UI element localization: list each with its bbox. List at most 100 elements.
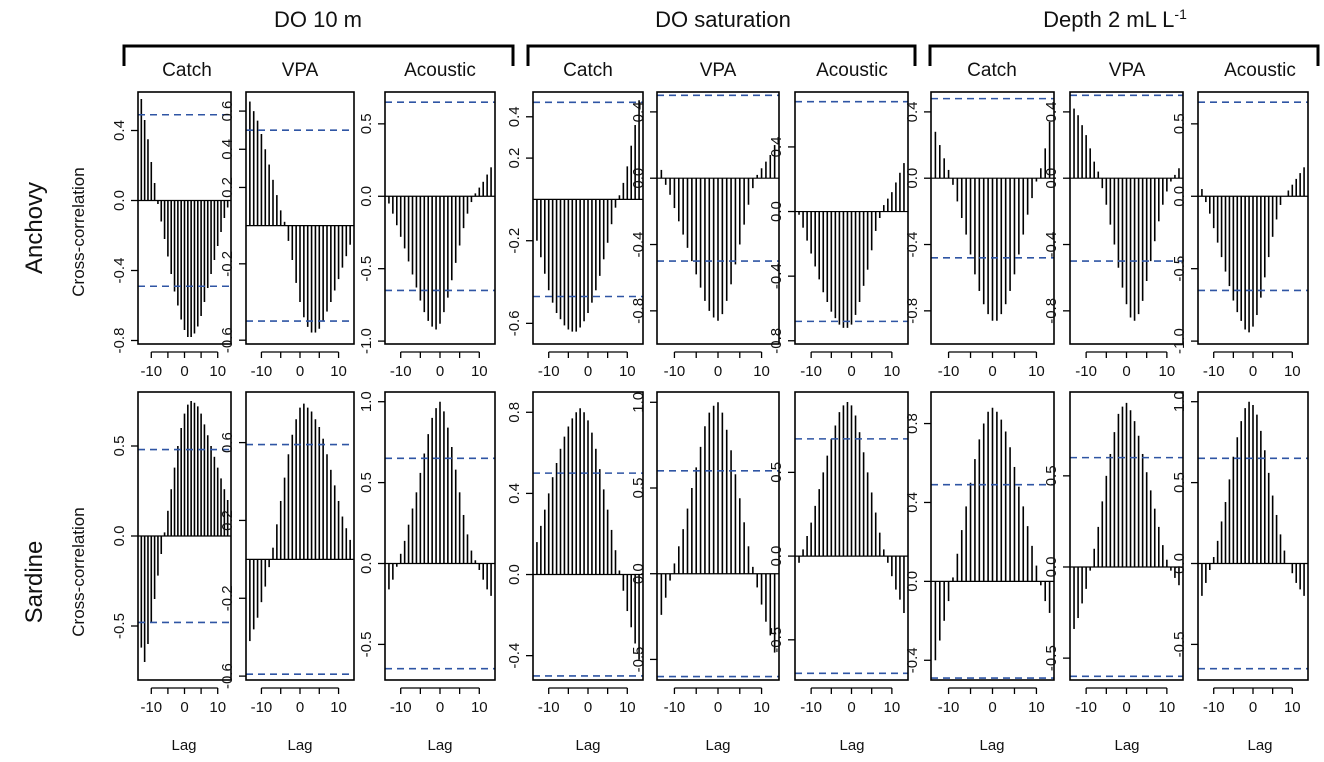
y-tick-label: 0.0 bbox=[1171, 553, 1188, 574]
x-tick-label: -10 bbox=[140, 699, 162, 716]
x-tick-label: 0 bbox=[1122, 699, 1130, 716]
plot-frame bbox=[1069, 91, 1184, 345]
x-axis-label: Lag bbox=[287, 737, 312, 754]
y-tick-label: -0.4 bbox=[506, 643, 523, 669]
y-tick-label: 0.0 bbox=[1171, 186, 1188, 207]
x-tick-label: 0 bbox=[180, 699, 188, 716]
panel-sardine-depth-2-ml-l-1-vpa: 0.5 0.0 -0.5 -10 0 10 bbox=[1043, 391, 1184, 716]
y-tick-label: -0.4 bbox=[111, 258, 128, 284]
panel-anchovy-depth-2-ml-l-1-catch: 0.4 0.0 -0.4 -0.8 -10 0 10 bbox=[904, 91, 1055, 380]
x-tick-label: -10 bbox=[1075, 699, 1097, 716]
y-tick-label: 0.0 bbox=[630, 563, 647, 584]
x-tick-label: 10 bbox=[884, 363, 901, 380]
y-tick-label: -0.8 bbox=[630, 298, 647, 324]
x-axis-label: Lag bbox=[575, 737, 600, 754]
y-tick-label: 0.8 bbox=[904, 413, 921, 434]
y-tick-label: 0.0 bbox=[111, 190, 128, 211]
y-tick-label: -0.5 bbox=[768, 627, 785, 653]
y-tick-label: -0.8 bbox=[904, 298, 921, 324]
plot-frame bbox=[656, 391, 780, 681]
plot-frame bbox=[794, 391, 909, 681]
y-tick-label: -0.4 bbox=[904, 647, 921, 673]
y-tick-label: 1.0 bbox=[630, 392, 647, 413]
x-tick-label: 10 bbox=[753, 363, 770, 380]
panel-title: Acoustic bbox=[1224, 60, 1296, 81]
y-tick-label: 1.0 bbox=[358, 391, 375, 412]
y-tick-label: 0.5 bbox=[630, 478, 647, 499]
plot-frame bbox=[384, 391, 496, 681]
x-tick-label: -10 bbox=[538, 699, 560, 716]
y-tick-label: 0.4 bbox=[904, 101, 921, 122]
plot-frame bbox=[1197, 391, 1309, 681]
y-tick-label: 0.5 bbox=[1171, 113, 1188, 134]
y-tick-label: 0.2 bbox=[219, 177, 236, 198]
x-tick-label: 0 bbox=[1122, 363, 1130, 380]
y-tick-label: 0.6 bbox=[219, 101, 236, 122]
y-tick-label: 0.4 bbox=[506, 483, 523, 504]
x-tick-label: 0 bbox=[180, 363, 188, 380]
group-title-do-saturation: DO saturation bbox=[655, 7, 791, 32]
x-tick-label: -10 bbox=[938, 699, 960, 716]
panel-anchovy-do-10-m-catch: 0.4 0.0 -0.4 -0.8 -10 0 10 bbox=[111, 91, 232, 380]
panel-title: Catch bbox=[563, 60, 613, 81]
x-tick-label: 10 bbox=[471, 699, 488, 716]
y-tick-label: 0.4 bbox=[1043, 101, 1060, 122]
panel-anchovy-do-saturation-acoustic: 0.4 0.0 -0.4 -0.8 -10 0 10 bbox=[768, 91, 909, 380]
panel-sardine-do-saturation-catch: 0.8 0.4 0.0 -0.4 -10 0 10 bbox=[506, 391, 644, 716]
x-tick-label: 10 bbox=[1028, 363, 1045, 380]
x-tick-label: 0 bbox=[847, 699, 855, 716]
panel-sardine-do-10-m-acoustic: 1.0 0.5 0.0 -0.5 -10 0 10 bbox=[358, 391, 496, 716]
panel-anchovy-do-10-m-acoustic: 0.5 0.0 -0.5 -1.0 -10 0 10 bbox=[358, 91, 496, 380]
y-tick-label: 0.4 bbox=[219, 139, 236, 160]
panel-title: VPA bbox=[700, 60, 737, 81]
group-bracket-do-10m bbox=[122, 44, 515, 66]
y-tick-label: 0.0 bbox=[358, 553, 375, 574]
x-tick-label: 10 bbox=[619, 363, 636, 380]
group-bracket-do-saturation bbox=[526, 44, 917, 66]
y-tick-label: 0.5 bbox=[358, 113, 375, 134]
x-axis-label: Lag bbox=[1114, 737, 1139, 754]
plot-frame bbox=[930, 391, 1055, 681]
x-tick-label: 10 bbox=[1159, 699, 1176, 716]
group-bracket-depth-2ml bbox=[928, 44, 1320, 66]
x-axis-label: Lag bbox=[171, 737, 196, 754]
panel-anchovy-depth-2-ml-l-1-vpa: 0.4 0.0 -0.4 -0.8 -10 0 10 bbox=[1043, 91, 1184, 380]
plot-frame bbox=[245, 391, 355, 681]
panel-sardine-do-saturation-acoustic: 0.5 0.0 -0.5 -10 0 10 bbox=[768, 391, 909, 716]
x-tick-label: 0 bbox=[436, 363, 444, 380]
y-tick-label: 0.5 bbox=[111, 436, 128, 457]
x-tick-label: -10 bbox=[390, 363, 412, 380]
y-tick-label: 0.4 bbox=[630, 101, 647, 122]
x-axis-label: Lag bbox=[705, 737, 730, 754]
panel-title: Acoustic bbox=[816, 60, 888, 81]
y-tick-label: -0.4 bbox=[768, 263, 785, 289]
panel-title: VPA bbox=[282, 60, 319, 81]
x-tick-label: 0 bbox=[296, 699, 304, 716]
panel-title: Catch bbox=[162, 60, 212, 81]
y-tick-label: 0.0 bbox=[630, 168, 647, 189]
y-tick-label: 0.4 bbox=[768, 136, 785, 157]
y-tick-label: 0.8 bbox=[506, 402, 523, 423]
y-tick-label: -0.2 bbox=[506, 228, 523, 254]
y-tick-label: 0.5 bbox=[768, 462, 785, 483]
x-tick-label: 10 bbox=[209, 363, 226, 380]
y-tick-label: 0.4 bbox=[111, 120, 128, 141]
x-tick-label: 10 bbox=[619, 699, 636, 716]
y-tick-label: -1.0 bbox=[1171, 328, 1188, 354]
plot-frame bbox=[1069, 391, 1184, 681]
y-tick-label: -0.8 bbox=[768, 328, 785, 354]
figure-headers: DO 10 m DO saturation Depth 2 mL L-1 Cat… bbox=[21, 6, 1320, 754]
x-tick-label: 0 bbox=[584, 363, 592, 380]
y-tick-label: -0.5 bbox=[1171, 631, 1188, 657]
y-tick-label: -1.0 bbox=[358, 328, 375, 354]
x-tick-label: -10 bbox=[664, 699, 686, 716]
x-tick-label: 0 bbox=[1249, 363, 1257, 380]
x-tick-label: -10 bbox=[251, 363, 273, 380]
y-tick-label: 1.0 bbox=[1171, 391, 1188, 412]
x-tick-label: 0 bbox=[1249, 699, 1257, 716]
y-tick-label: -0.5 bbox=[111, 613, 128, 639]
x-tick-label: -10 bbox=[1075, 363, 1097, 380]
y-tick-label: -0.4 bbox=[630, 232, 647, 258]
plot-frame bbox=[384, 91, 496, 345]
